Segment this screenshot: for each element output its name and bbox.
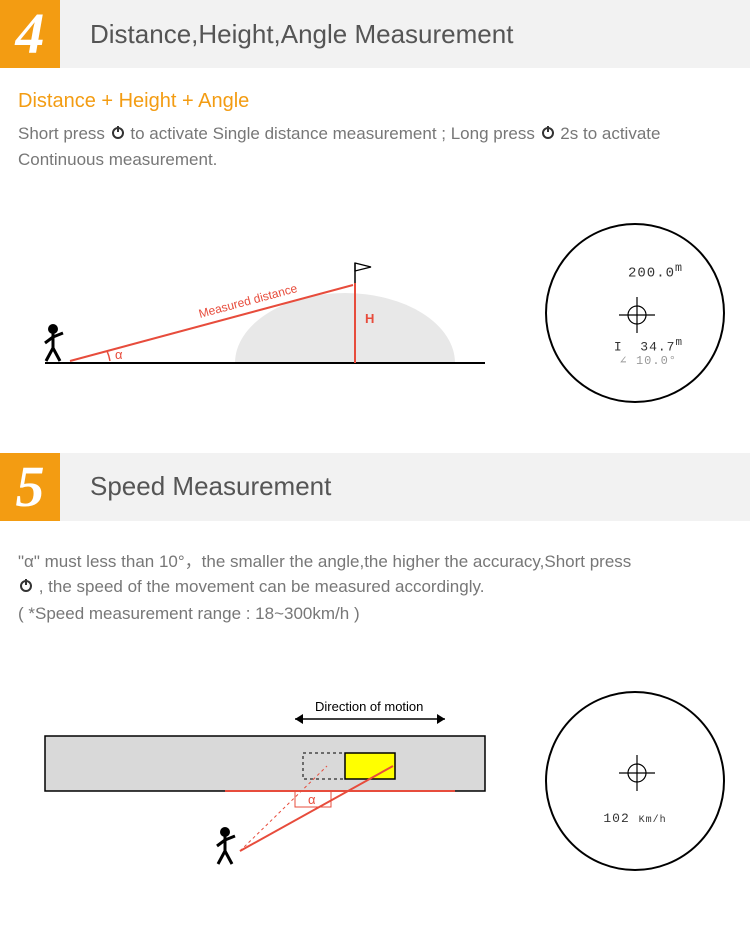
text-part-2: , the speed of the movement can be measu… [39,577,485,596]
section-5-number: 5 [0,453,60,521]
crosshair-icon [617,753,657,793]
text-part-1: "α" must less than 10°，the smaller the a… [18,552,631,571]
power-icon [18,575,34,601]
section-5-body: "α" must less than 10°，the smaller the a… [0,521,750,626]
speed-diagram: Direction of motion α [15,681,495,881]
alpha-label: α [308,792,316,807]
section-4-subtitle: Distance + Height + Angle [0,68,750,121]
power-icon [540,122,556,148]
text-part-3: ( *Speed measurement range : 18~300km/h … [18,604,360,623]
distance-diagram: H Measured distance α [15,223,495,403]
section-4-diagram-area: H Measured distance α 200.0m I 34.7m ∠ 1… [0,223,750,403]
scope-display-1: 200.0m I 34.7m ∠ 10.0° [545,223,725,403]
section-4-number: 4 [0,0,60,68]
section-4-header: 4 Distance,Height,Angle Measurement [0,0,750,68]
person-icon [45,324,63,361]
section-4-body: Short press to activate Single distance … [0,121,750,173]
section-5-title: Speed Measurement [60,453,750,521]
section-5-header: 5 Speed Measurement [0,453,750,521]
crosshair-icon [617,295,657,335]
height-label: H [365,311,374,326]
section-5-diagram-area: Direction of motion α 102 Km/h [0,681,750,881]
person-icon [217,827,235,864]
scope-height: I 34.7m [614,337,683,354]
power-icon [110,122,126,148]
section-4-title: Distance,Height,Angle Measurement [60,0,750,68]
scope-angle: ∠ 10.0° [620,353,677,368]
scope-display-2: 102 Km/h [545,691,725,871]
text-part-2: to activate Single distance measurement … [130,124,539,143]
alpha-label: α [115,347,123,362]
text-part-1: Short press [18,124,110,143]
scope-distance: 200.0m [628,261,683,282]
scope-speed: 102 Km/h [547,811,723,826]
direction-label: Direction of motion [315,699,423,714]
